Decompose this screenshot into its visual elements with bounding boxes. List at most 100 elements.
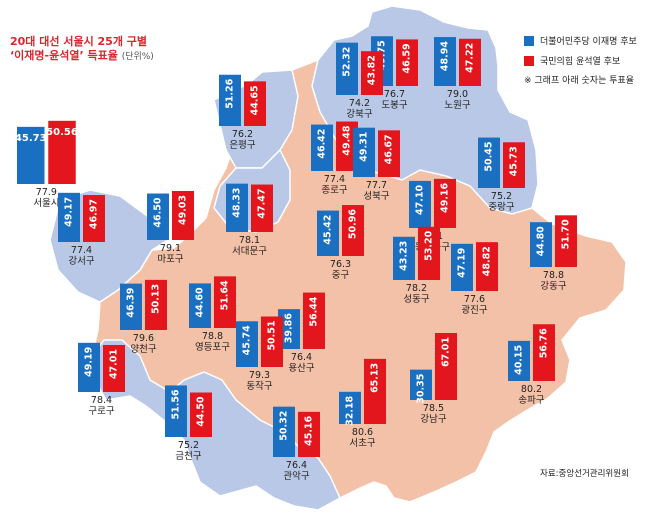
- bar-lee: [273, 406, 295, 457]
- bar-lee: [17, 126, 45, 184]
- district-name-label: 성동구: [403, 294, 429, 305]
- turnout-label: 79.3: [249, 370, 270, 381]
- value-label-yoon: 56.44: [309, 296, 320, 326]
- value-label-yoon: 49.16: [440, 182, 451, 212]
- turnout-label: 78.8: [202, 331, 223, 342]
- value-label-lee: 49.17: [64, 197, 75, 227]
- turnout-label: 75.2: [178, 440, 199, 451]
- value-label-yoon: 46.59: [402, 43, 413, 73]
- bar-marks: 45.7350.5677.9서울시49.7546.5976.7도봉구48.944…: [15, 36, 577, 482]
- district-name-label: 양천구: [130, 344, 156, 355]
- chart-title-line1: 20대 대선 서울시 25개 구별: [10, 35, 148, 48]
- value-label-yoon: 47.47: [257, 189, 268, 219]
- value-label-lee: 46.39: [126, 288, 137, 318]
- bar-lee: [434, 37, 456, 86]
- turnout-label: 78.1: [239, 235, 260, 246]
- value-label-lee: 44.80: [536, 226, 547, 256]
- value-label-lee: 44.60: [195, 287, 206, 317]
- value-label-yoon: 50.56: [46, 127, 78, 138]
- turnout-label: 76.3: [330, 259, 351, 270]
- bar-yoon: [251, 184, 273, 232]
- district-name-label: 영등포구: [195, 342, 230, 353]
- value-label-lee: 45.42: [323, 215, 334, 245]
- bar-yoon: [435, 332, 457, 400]
- district-name-label: 성북구: [363, 191, 389, 202]
- district-name-label: 동작구: [246, 381, 272, 392]
- value-label-yoon: 65.13: [370, 363, 381, 393]
- bar-lee: [226, 183, 248, 232]
- chart-title-main: ‘이재명-윤석열’ 득표율: [10, 49, 118, 62]
- district-name-label: 송파구: [518, 395, 544, 406]
- value-label-lee: 39.86: [284, 313, 295, 343]
- bar-yoon: [555, 215, 577, 267]
- value-label-yoon: 47.22: [465, 43, 476, 73]
- turnout-label: 80.2: [521, 384, 542, 395]
- bar-lee: [409, 180, 431, 228]
- legend-label-lee: 더불어민주당 이재명 후보: [540, 37, 637, 47]
- turnout-label: 77.4: [71, 245, 92, 256]
- value-label-yoon: 50.51: [267, 320, 278, 350]
- value-label-lee: 48.33: [232, 188, 243, 218]
- source-note: 자료:중앙선거관리위원회: [540, 469, 629, 479]
- bar-yoon: [145, 279, 167, 330]
- value-label-yoon: 46.97: [89, 199, 100, 229]
- district-name-label: 도봉구: [381, 100, 407, 111]
- value-label-lee: 50.45: [484, 142, 495, 172]
- value-label-lee: 46.50: [153, 197, 164, 227]
- turnout-label: 79.1: [160, 243, 181, 254]
- turnout-label: 79.0: [447, 89, 468, 100]
- bar-lee: [508, 340, 530, 381]
- bar-yoon: [244, 81, 266, 126]
- bar-yoon: [434, 178, 456, 228]
- bar-lee: [530, 222, 552, 267]
- value-label-lee: 52.32: [342, 47, 353, 77]
- bar-lee: [317, 210, 339, 256]
- value-label-lee: 43.23: [399, 241, 410, 271]
- bar-yoon: [364, 358, 386, 424]
- district-name-label: 용산구: [288, 363, 314, 374]
- district-11-eca491eab5ac: 45.42 50.96 76.3중구: [317, 205, 364, 281]
- district-name-label: 강서구: [68, 256, 94, 267]
- district-name-label: 서울시: [33, 198, 59, 209]
- bar-yoon: [298, 411, 320, 457]
- turnout-label: 77.6: [464, 294, 485, 305]
- bar-lee: [189, 283, 211, 328]
- value-label-yoon: 44.50: [196, 396, 207, 426]
- value-label-lee: 46.42: [317, 129, 328, 159]
- value-label-lee: 47.10: [415, 185, 426, 215]
- bar-yoon: [214, 276, 236, 328]
- turnout-label: 78.8: [543, 270, 564, 281]
- chart-title-line2: ‘이재명-윤석열’ 득표율 (단위%): [10, 47, 154, 63]
- value-label-yoon: 49.03: [178, 195, 189, 225]
- district-name-label: 종로구: [321, 185, 347, 196]
- value-label-lee: 30.35: [416, 374, 427, 404]
- turnout-label: 80.6: [352, 427, 373, 438]
- bar-yoon: [261, 316, 283, 367]
- value-label-yoon: 46.67: [384, 134, 395, 164]
- bar-yoon: [533, 324, 555, 381]
- bar-yoon: [336, 121, 358, 171]
- bar-lee: [278, 309, 300, 349]
- legend-swatch-yoon: [524, 56, 534, 66]
- bar-lee: [219, 74, 241, 126]
- bar-yoon: [418, 226, 440, 280]
- district-name-label: 강북구: [346, 109, 372, 120]
- bar-yoon: [190, 392, 212, 437]
- value-label-yoon: 51.70: [561, 219, 572, 249]
- value-label-yoon: 56.76: [539, 328, 550, 358]
- value-label-lee: 45.73: [15, 133, 47, 144]
